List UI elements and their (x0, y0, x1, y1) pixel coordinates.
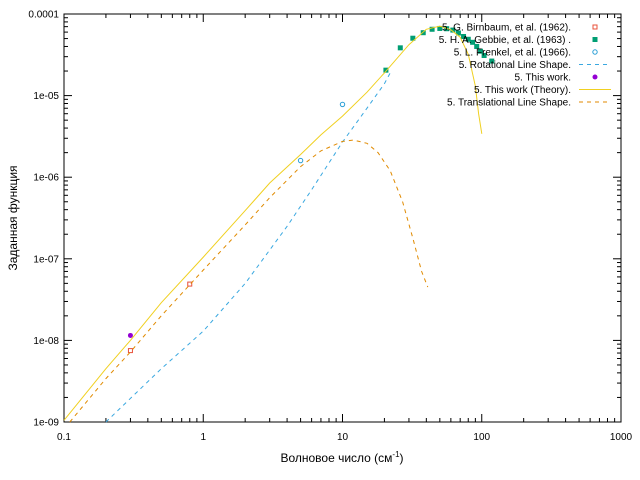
legend-label: 5. H. A. Gebbie, et al. (1963) . (439, 35, 571, 46)
series-2-point (397, 45, 403, 51)
series-2-point (450, 27, 456, 33)
x-tick-label: 100 (473, 432, 490, 443)
series-2-point (437, 25, 443, 31)
legend-swatch (592, 24, 598, 30)
legend-label: 5. L. Frenkel, et al. (1966). (454, 48, 571, 59)
series-2-point (489, 58, 495, 64)
series-2-point (455, 30, 461, 36)
series-2-point (481, 53, 487, 59)
series-5-point (127, 332, 133, 338)
series-5 (127, 332, 133, 338)
series-7-line (69, 139, 429, 423)
series-2-point (465, 36, 471, 42)
x-tick-label: 10 (337, 432, 349, 443)
legend-label: 5. This work (Theory). (474, 85, 571, 96)
legend: 5. G. Birnbaum, et al. (1962).5. H. A. G… (439, 23, 611, 109)
series-2-point (420, 30, 426, 36)
series-2-point (461, 33, 467, 39)
series-4-line (105, 72, 391, 423)
legend-label: 5. Rotational Line Shape. (459, 60, 571, 71)
series-7 (69, 139, 429, 423)
series-2-point (474, 43, 480, 49)
y-tick-label: 1e-06 (33, 173, 59, 184)
series-2-point (478, 48, 484, 54)
x-axis-title: Волновое число (см-1) (280, 450, 403, 465)
series-2-point (410, 35, 416, 41)
x-tick-label: 1000 (610, 432, 633, 443)
legend-label: 5. Translational Line Shape. (447, 98, 571, 109)
series-3-point (339, 101, 346, 108)
series-1-point (187, 281, 193, 287)
series-6 (63, 25, 483, 421)
x-tick-label: 0.1 (57, 432, 71, 443)
legend-label: 5. G. Birnbaum, et al. (1962). (442, 23, 571, 34)
y-axis-title: Заданная функция (6, 165, 20, 270)
legend-swatch (592, 49, 598, 55)
series-2-point (383, 67, 389, 73)
y-tick-label: 0.0001 (28, 10, 59, 21)
series-1 (127, 281, 193, 354)
series-3 (297, 101, 346, 164)
series-2-point (429, 26, 435, 32)
series-6-line (63, 25, 483, 421)
legend-swatch (592, 37, 598, 42)
y-tick-label: 1e-05 (33, 91, 59, 102)
axis-ticks: 0.1 1 10 100 1000 1e-09 1e-08 1e-07 1e-06 1e-05 0.… (28, 10, 632, 444)
y-tick-label: 1e-07 (33, 254, 59, 265)
y-tick-label: 1e-09 (33, 418, 59, 429)
series-3-point (297, 157, 304, 164)
series-4 (105, 72, 391, 423)
series-2 (383, 25, 495, 73)
series-layer (63, 25, 495, 423)
series-2-point (470, 39, 476, 45)
legend-swatch (592, 74, 598, 80)
series-1-point (127, 348, 133, 354)
x-tick-label: 1 (200, 432, 206, 443)
legend-label: 5. This work. (515, 73, 572, 84)
y-tick-label: 1e-08 (33, 336, 59, 347)
